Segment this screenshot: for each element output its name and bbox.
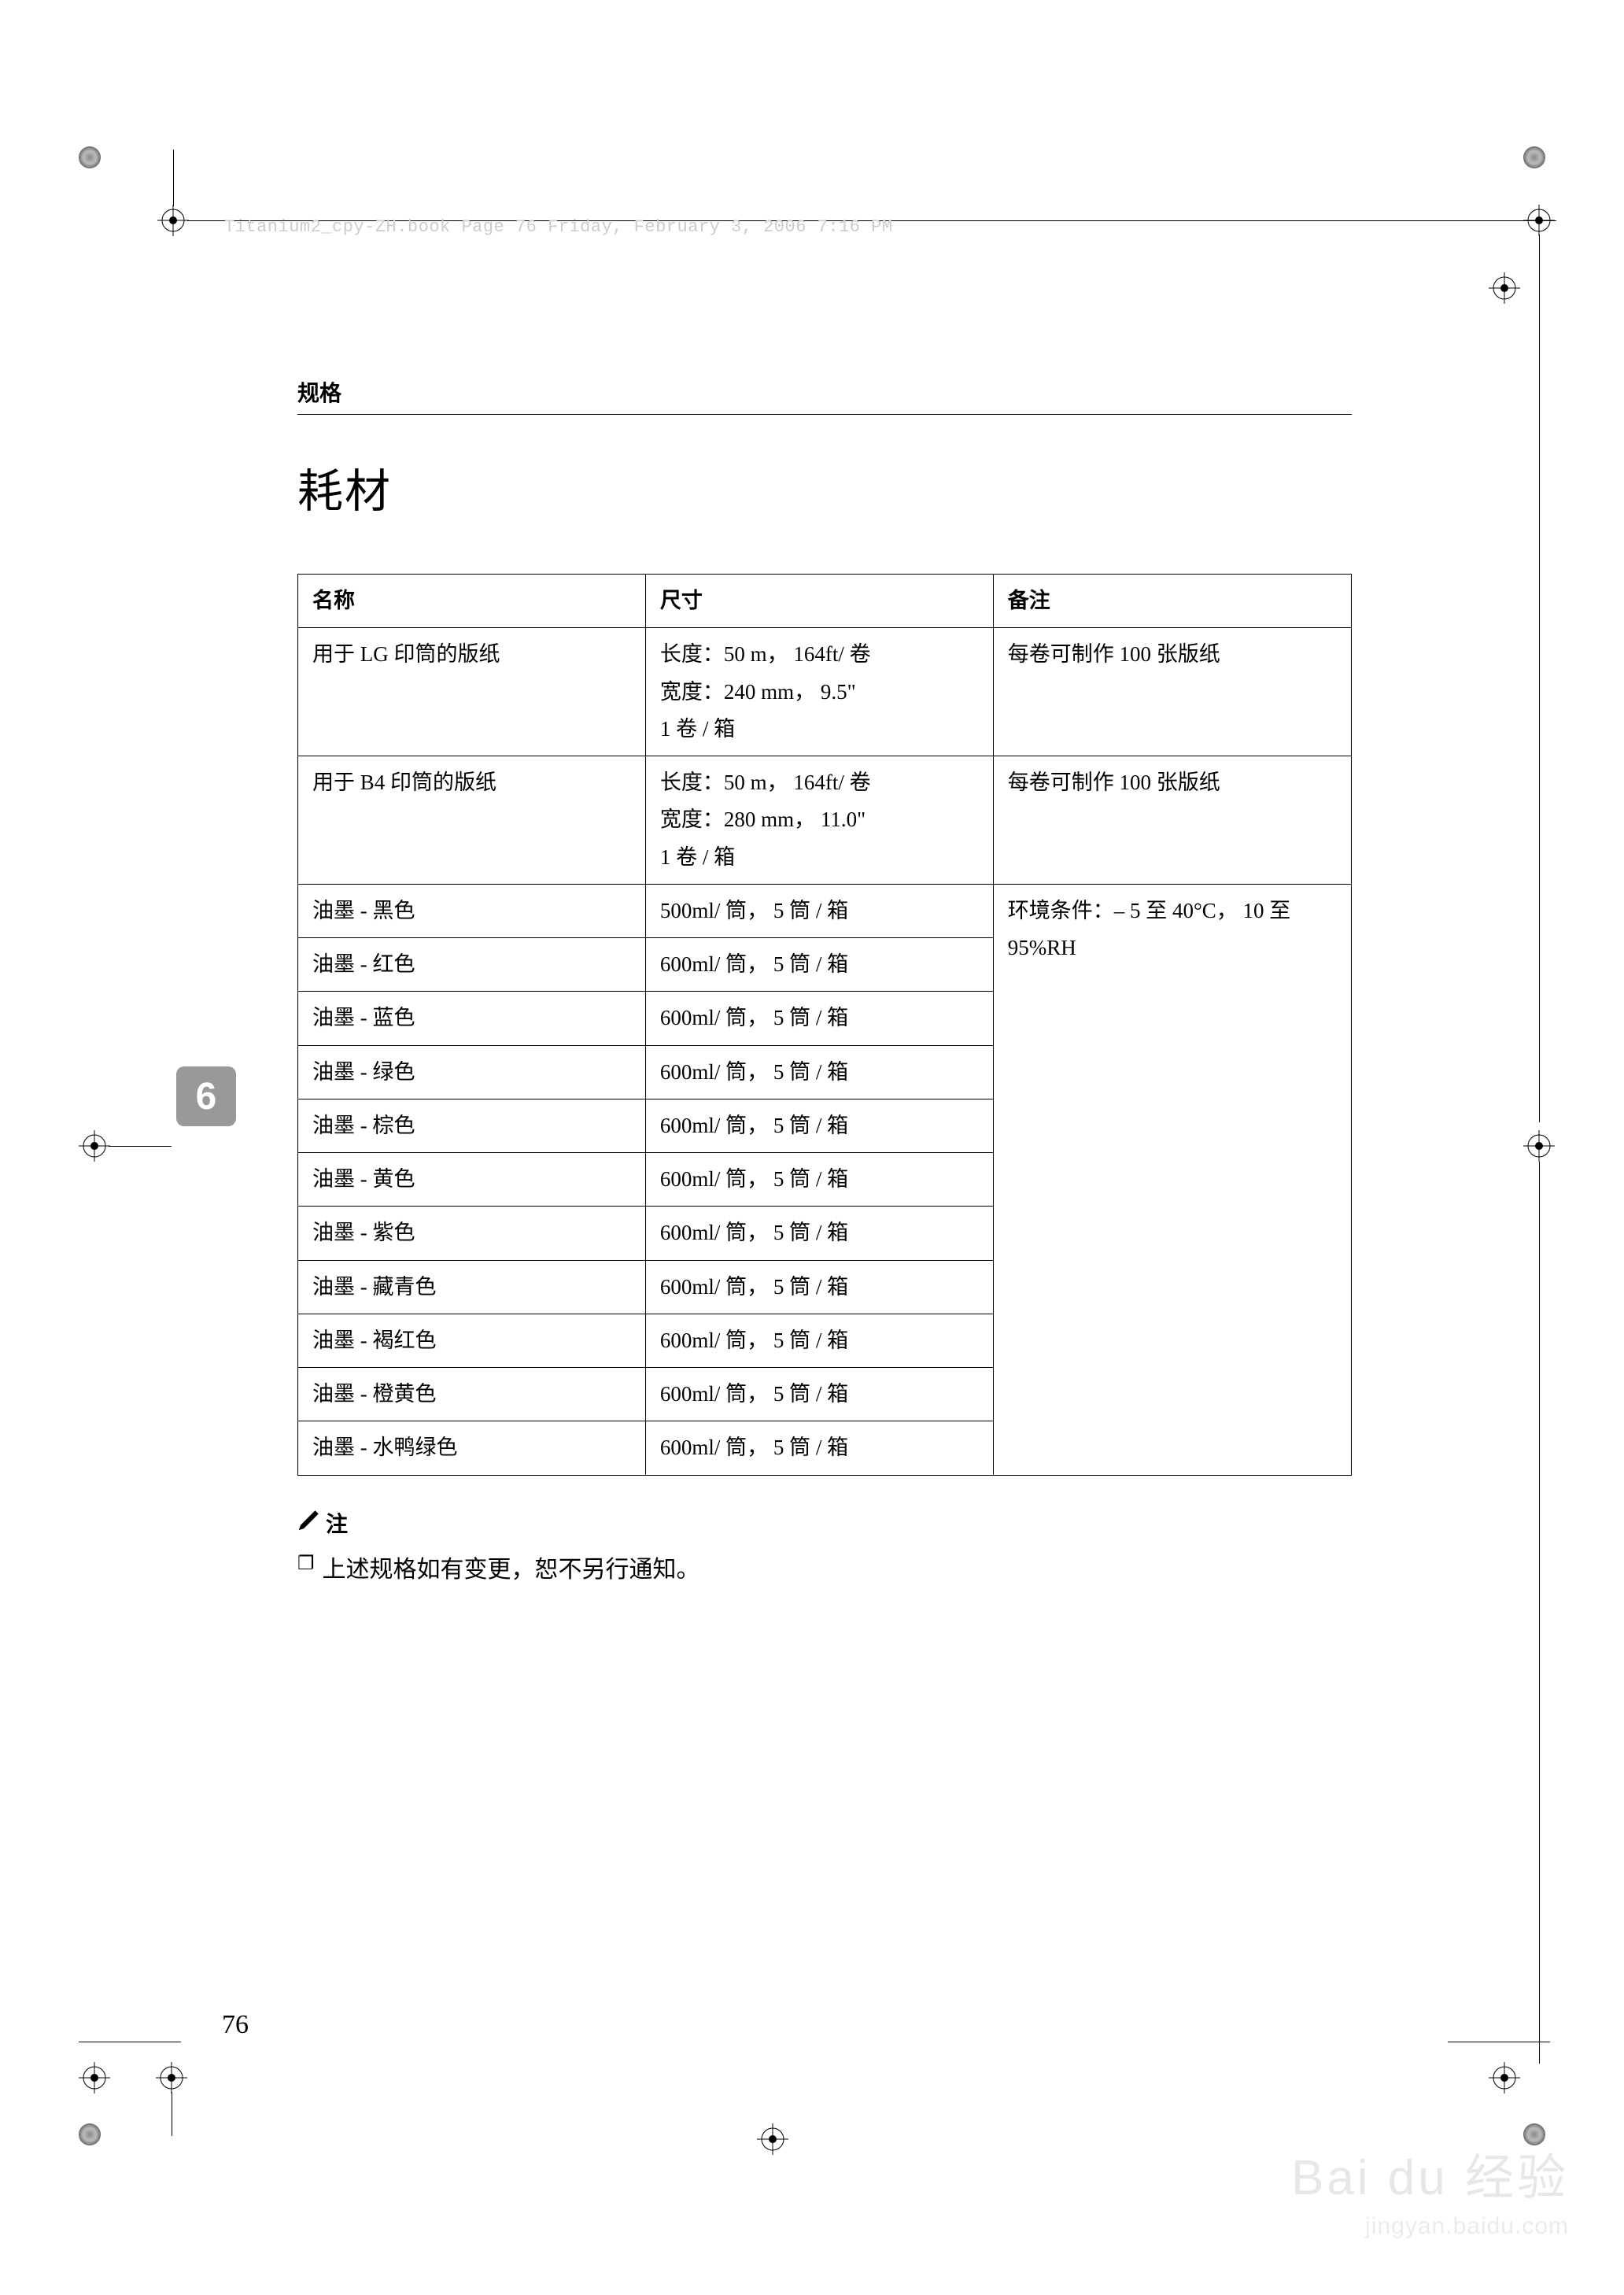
reg-line-tr-v bbox=[1539, 235, 1540, 1122]
cell-dim: 600ml/ 筒， 5 筒 / 箱 bbox=[645, 1368, 993, 1421]
consumables-table: 名称 尺寸 备注 用于 LG 印筒的版纸长度：50 m， 164ft/ 卷 宽度… bbox=[297, 574, 1352, 1476]
cell-name: 油墨 - 黄色 bbox=[298, 1153, 646, 1207]
cell-name: 油墨 - 棕色 bbox=[298, 1099, 646, 1152]
note-heading-text: 注 bbox=[326, 1507, 348, 1539]
note-block: 注 ❐ 上述规格如有变更，恕不另行通知。 bbox=[297, 1507, 1352, 1584]
reg-line-mr-v bbox=[1539, 1162, 1540, 2064]
reg-line-ml bbox=[109, 1146, 172, 1147]
table-header-row: 名称 尺寸 备注 bbox=[298, 575, 1352, 628]
registration-mark-tr bbox=[1523, 205, 1555, 236]
section-label: 规格 bbox=[297, 376, 1352, 415]
cell-dim: 600ml/ 筒， 5 筒 / 箱 bbox=[645, 1153, 993, 1207]
watermark: Bai du 经验 jingyan.baidu.com bbox=[1291, 2138, 1569, 2240]
registration-mark-bc bbox=[757, 2123, 788, 2155]
col-header-remark: 备注 bbox=[993, 575, 1351, 628]
table-row: 油墨 - 黑色500ml/ 筒， 5 筒 / 箱环境条件：– 5 至 40°C，… bbox=[298, 884, 1352, 937]
cell-dim: 600ml/ 筒， 5 筒 / 箱 bbox=[645, 1045, 993, 1099]
cell-remark: 每卷可制作 100 张版纸 bbox=[993, 756, 1351, 885]
col-header-name: 名称 bbox=[298, 575, 646, 628]
cell-dim: 长度：50 m， 164ft/ 卷 宽度：280 mm， 11.0" 1 卷 /… bbox=[645, 756, 993, 885]
cell-name: 油墨 - 橙黄色 bbox=[298, 1368, 646, 1421]
cell-dim: 500ml/ 筒， 5 筒 / 箱 bbox=[645, 884, 993, 937]
cell-dim: 600ml/ 筒， 5 筒 / 箱 bbox=[645, 1314, 993, 1367]
page-content: 规格 耗材 名称 尺寸 备注 用于 LG 印筒的版纸长度：50 m， 164ft… bbox=[297, 376, 1352, 1584]
cell-name: 油墨 - 蓝色 bbox=[298, 992, 646, 1045]
cell-dim: 600ml/ 筒， 5 筒 / 箱 bbox=[645, 1207, 993, 1260]
note-heading: 注 bbox=[297, 1507, 1352, 1539]
chapter-tab: 6 bbox=[176, 1066, 236, 1126]
watermark-logo: Bai du 经验 bbox=[1291, 2138, 1569, 2208]
cell-remark-shared: 环境条件：– 5 至 40°C， 10 至 95%RH bbox=[993, 884, 1351, 1475]
crop-dot-bl bbox=[79, 2123, 101, 2145]
cell-remark: 每卷可制作 100 张版纸 bbox=[993, 628, 1351, 756]
page-title: 耗材 bbox=[297, 454, 1352, 520]
registration-mark-br bbox=[1489, 2062, 1520, 2094]
cell-dim: 600ml/ 筒， 5 筒 / 箱 bbox=[645, 938, 993, 992]
note-body: ❐ 上述规格如有变更，恕不另行通知。 bbox=[297, 1550, 1352, 1584]
cell-name: 油墨 - 紫色 bbox=[298, 1207, 646, 1260]
cell-dim: 600ml/ 筒， 5 筒 / 箱 bbox=[645, 1260, 993, 1314]
bullet-icon: ❐ bbox=[297, 1550, 315, 1578]
reg-line-tl-v bbox=[173, 150, 174, 206]
registration-mark-ml bbox=[79, 1130, 110, 1162]
cell-name: 用于 B4 印筒的版纸 bbox=[298, 756, 646, 885]
cell-name: 油墨 - 褐红色 bbox=[298, 1314, 646, 1367]
registration-mark-tl bbox=[157, 205, 189, 236]
note-body-text: 上述规格如有变更，恕不另行通知。 bbox=[323, 1550, 700, 1584]
cell-name: 油墨 - 红色 bbox=[298, 938, 646, 992]
registration-mark-mr bbox=[1523, 1130, 1555, 1162]
print-header-text: Titanium2_cpy-ZH.book Page 76 Friday, Fe… bbox=[224, 217, 893, 237]
watermark-url: jingyan.baidu.com bbox=[1291, 2213, 1569, 2240]
table-row: 用于 LG 印筒的版纸长度：50 m， 164ft/ 卷 宽度：240 mm， … bbox=[298, 628, 1352, 756]
cell-name: 用于 LG 印筒的版纸 bbox=[298, 628, 646, 756]
crop-dot-tl bbox=[79, 146, 101, 168]
pencil-icon bbox=[297, 1508, 321, 1538]
registration-mark-tr2 bbox=[1489, 272, 1520, 304]
cell-name: 油墨 - 黑色 bbox=[298, 884, 646, 937]
col-header-dim: 尺寸 bbox=[645, 575, 993, 628]
cell-name: 油墨 - 水鸭绿色 bbox=[298, 1421, 646, 1475]
cell-dim: 600ml/ 筒， 5 筒 / 箱 bbox=[645, 992, 993, 1045]
crop-dot-tr bbox=[1523, 146, 1545, 168]
page-number: 76 bbox=[222, 2010, 249, 2040]
cell-dim: 长度：50 m， 164ft/ 卷 宽度：240 mm， 9.5" 1 卷 / … bbox=[645, 628, 993, 756]
registration-mark-bl bbox=[79, 2062, 110, 2094]
cell-dim: 600ml/ 筒， 5 筒 / 箱 bbox=[645, 1099, 993, 1152]
table-row: 用于 B4 印筒的版纸长度：50 m， 164ft/ 卷 宽度：280 mm， … bbox=[298, 756, 1352, 885]
cell-name: 油墨 - 绿色 bbox=[298, 1045, 646, 1099]
cell-dim: 600ml/ 筒， 5 筒 / 箱 bbox=[645, 1421, 993, 1475]
cell-name: 油墨 - 藏青色 bbox=[298, 1260, 646, 1314]
registration-mark-bl2 bbox=[156, 2062, 187, 2094]
